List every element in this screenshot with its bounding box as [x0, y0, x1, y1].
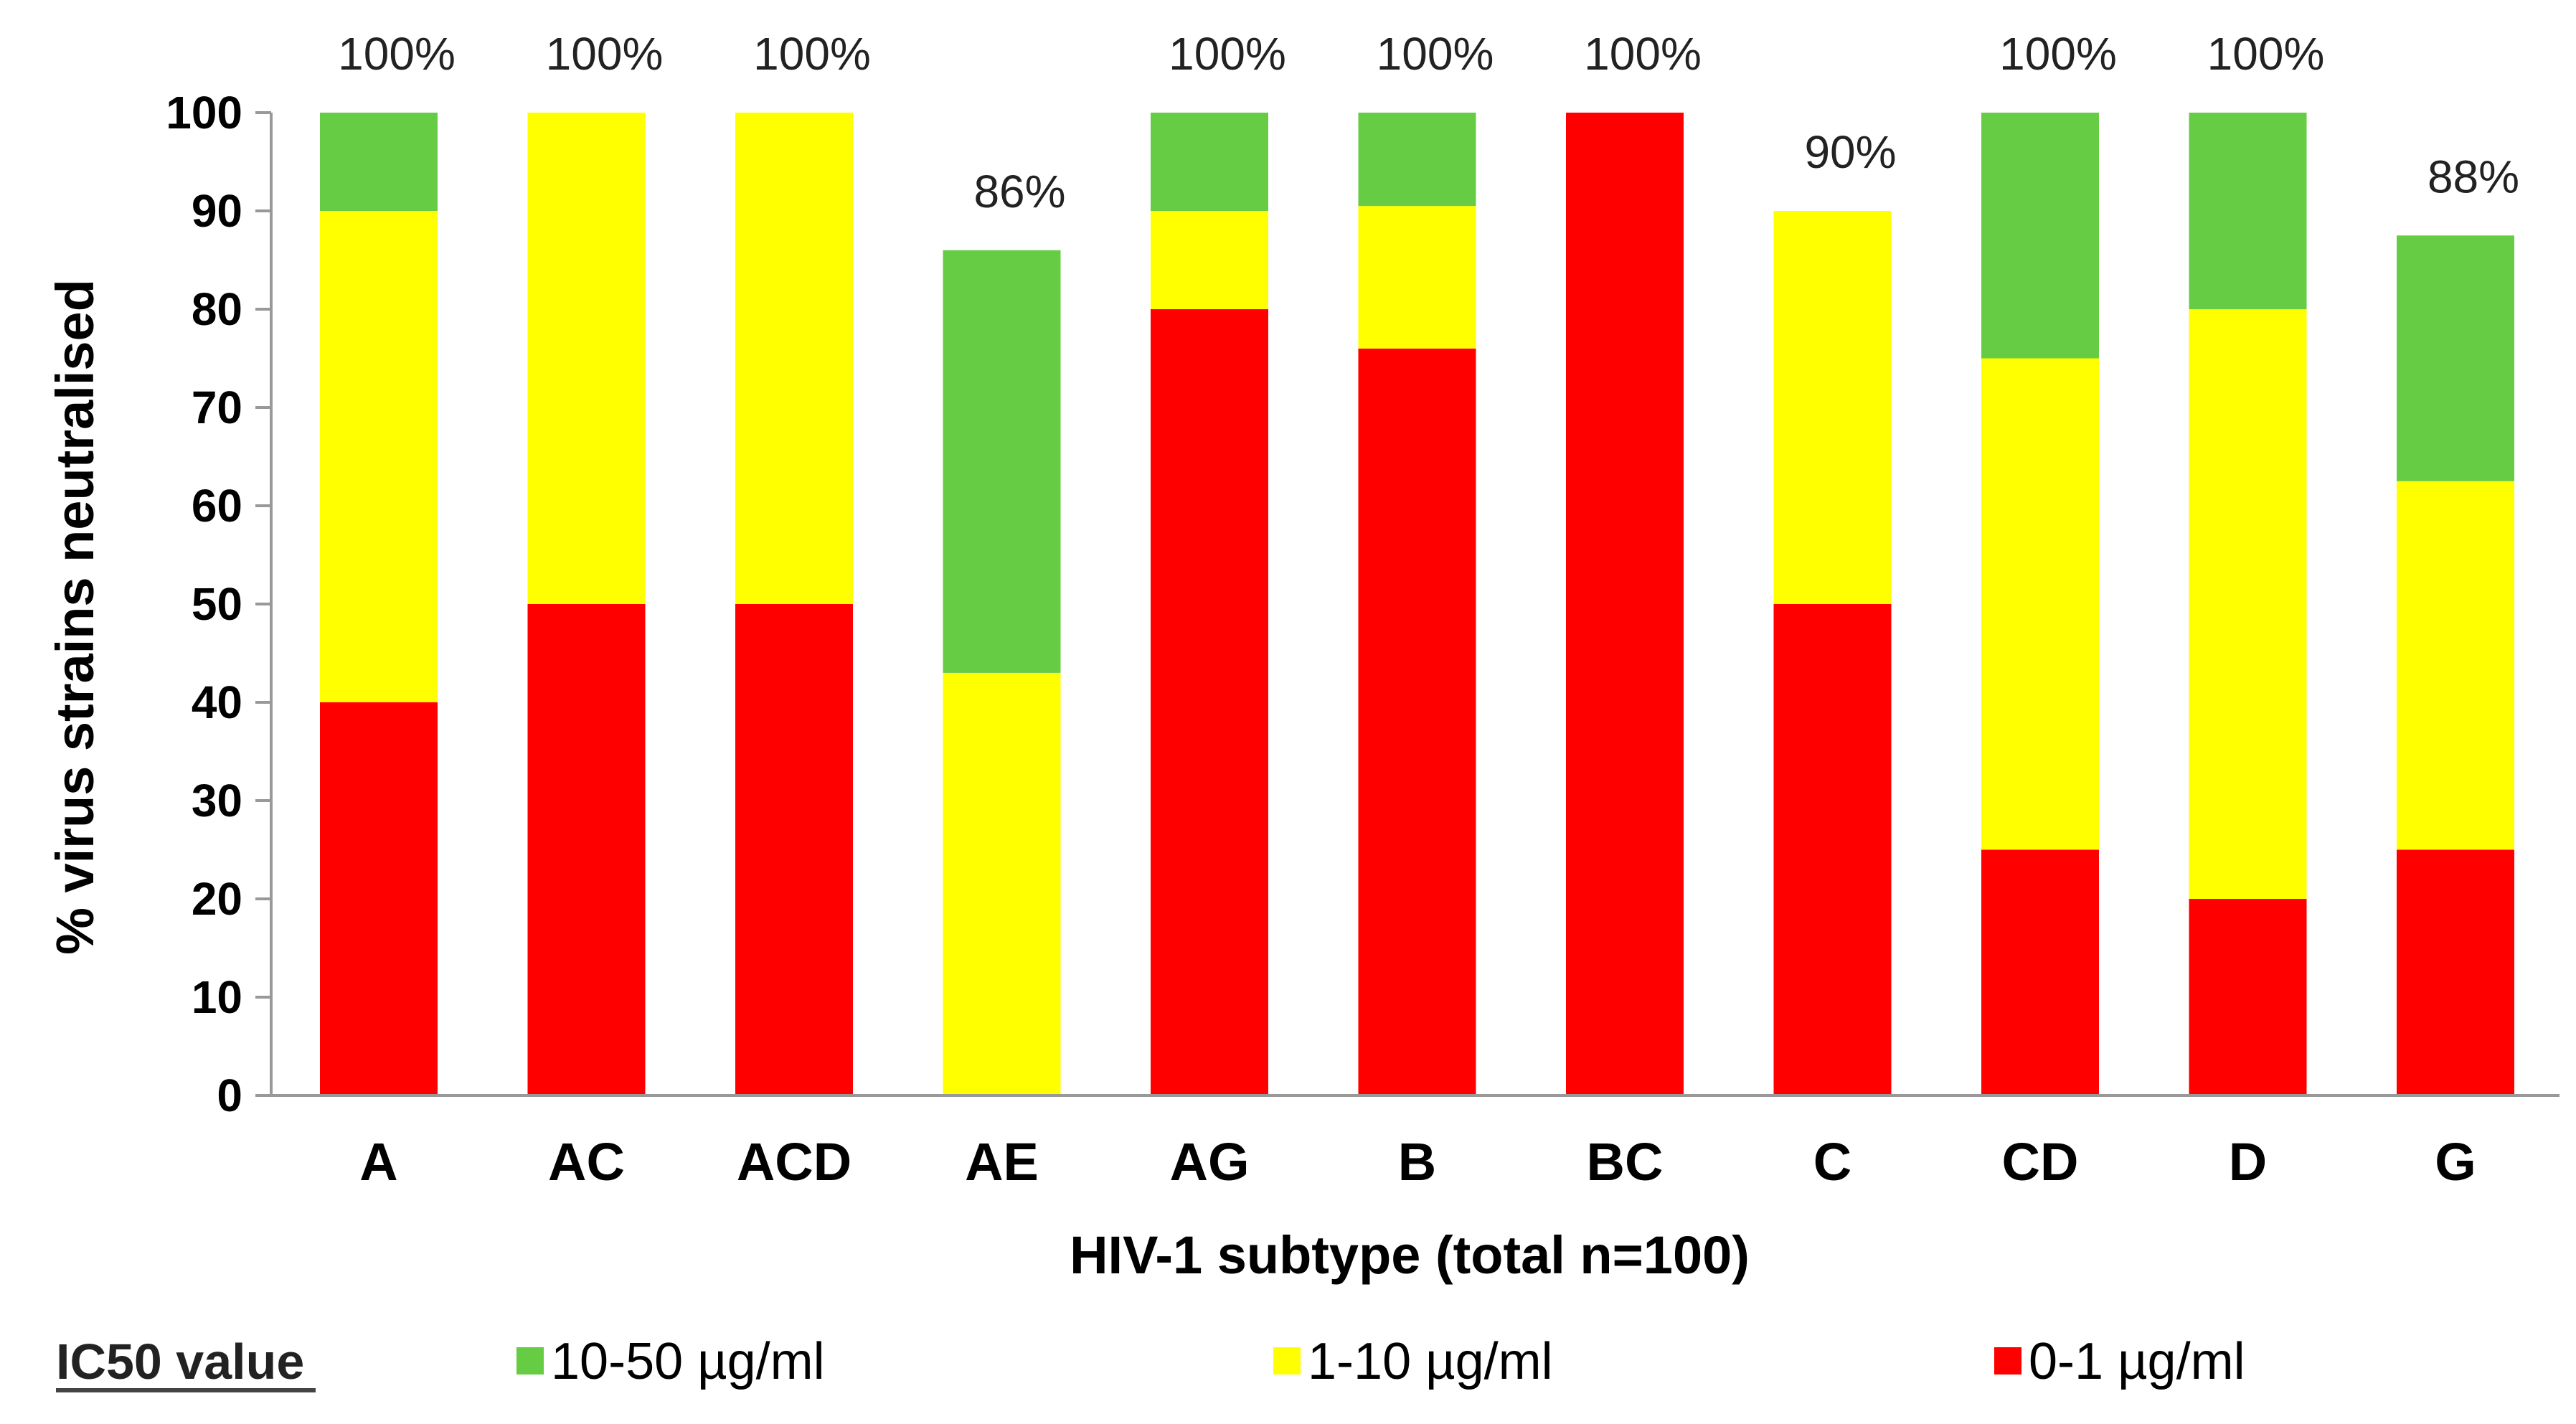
- y-tick-label: 60: [192, 480, 242, 532]
- x-tick-label: AC: [548, 1132, 625, 1192]
- y-tick-label: 50: [192, 578, 242, 630]
- legend-title: IC50 value: [56, 1334, 304, 1390]
- bar-segment: [943, 672, 1061, 1095]
- bar-segment: [2189, 899, 2307, 1095]
- legend-label: 1-10 µg/ml: [1308, 1333, 1553, 1390]
- legend-swatch: [1273, 1347, 1301, 1375]
- bar-segment: [2397, 235, 2514, 481]
- y-tick-label: 20: [192, 873, 242, 925]
- bar-segment: [320, 211, 438, 702]
- x-tick-label: C: [1813, 1132, 1851, 1192]
- bar-segment: [1773, 604, 1892, 1095]
- legend-swatch: [1994, 1347, 2021, 1375]
- bar-segment: [1358, 348, 1476, 1095]
- x-axis-title: HIV-1 subtype (total n=100): [1070, 1225, 1750, 1285]
- bar-segment: [527, 113, 646, 604]
- y-tick-label: 90: [192, 185, 242, 237]
- y-axis-ticks: 0 10 20 30 40 50 60 70 80 90 100: [166, 87, 271, 1121]
- bar-segment: [2397, 849, 2514, 1095]
- bar-segment: [320, 702, 438, 1095]
- total-label: 100%: [1999, 28, 2117, 80]
- y-tick-label: 0: [217, 1070, 242, 1121]
- bar-segment: [1566, 113, 1684, 1095]
- total-label: 90%: [1804, 126, 1896, 178]
- y-axis-title: % virus strains neutralised: [45, 279, 105, 955]
- total-label: 100%: [338, 28, 456, 80]
- x-tick-label: A: [359, 1132, 397, 1192]
- x-tick-label: CD: [2002, 1132, 2079, 1192]
- legend-label: 10-50 µg/ml: [551, 1333, 825, 1390]
- y-tick-label: 30: [192, 775, 242, 826]
- bar-segment: [2189, 309, 2307, 899]
- total-label: 100%: [546, 28, 664, 80]
- y-tick-label: 70: [192, 382, 242, 433]
- y-tick-label: 100: [166, 87, 242, 138]
- bar-segment: [2189, 113, 2307, 309]
- x-tick-label: AG: [1170, 1132, 1250, 1192]
- legend-items: 10-50 µg/ml 1-10 µg/ml 0-1 µg/ml: [516, 1333, 2245, 1390]
- x-tick-label: G: [2435, 1132, 2476, 1192]
- total-labels: 100% 100% 100% 86% 100% 100% 100% 90% 100% 100% 88…: [338, 28, 2519, 217]
- bar-segment: [527, 604, 646, 1095]
- bar-segment: [1773, 211, 1892, 604]
- total-label: 100%: [1377, 28, 1494, 80]
- bar-segment: [1358, 113, 1476, 207]
- total-label: 100%: [753, 28, 871, 80]
- bar-segment: [735, 113, 853, 604]
- total-label: 100%: [1169, 28, 1286, 80]
- total-label: 100%: [1584, 28, 1702, 80]
- legend-swatch: [516, 1347, 544, 1375]
- bar-segment: [1151, 211, 1268, 309]
- x-tick-label: D: [2229, 1132, 2267, 1192]
- bar-segment: [1981, 849, 2099, 1095]
- bar-segment: [1981, 113, 2099, 359]
- bar-segment: [943, 250, 1061, 673]
- bar-segment: [2397, 481, 2514, 850]
- bar-segment: [735, 604, 853, 1095]
- bar-segment: [1981, 358, 2099, 850]
- x-tick-label: B: [1398, 1132, 1436, 1192]
- bars-layer: [320, 113, 2514, 1095]
- total-label: 88%: [2428, 151, 2519, 202]
- x-tick-label: AE: [965, 1132, 1039, 1192]
- x-tick-label: BC: [1587, 1132, 1664, 1192]
- y-tick-label: 10: [192, 971, 242, 1023]
- x-axis-labels: A AC ACD AE AG B BC C CD D G: [359, 1132, 2476, 1192]
- total-label: 100%: [2207, 28, 2325, 80]
- x-tick-label: ACD: [737, 1132, 851, 1192]
- bar-segment: [1358, 206, 1476, 349]
- bar-segment: [1151, 309, 1268, 1095]
- y-tick-label: 40: [192, 676, 242, 728]
- legend: IC50 value 10-50 µg/ml 1-10 µg/ml 0-1 µg/m…: [56, 1333, 2245, 1392]
- y-tick-label: 80: [192, 283, 242, 335]
- bar-segment: [320, 113, 438, 211]
- legend-label: 0-1 µg/ml: [2029, 1333, 2245, 1390]
- total-label: 86%: [973, 166, 1065, 217]
- legend-title-underline: [56, 1388, 316, 1392]
- bar-segment: [1151, 113, 1268, 211]
